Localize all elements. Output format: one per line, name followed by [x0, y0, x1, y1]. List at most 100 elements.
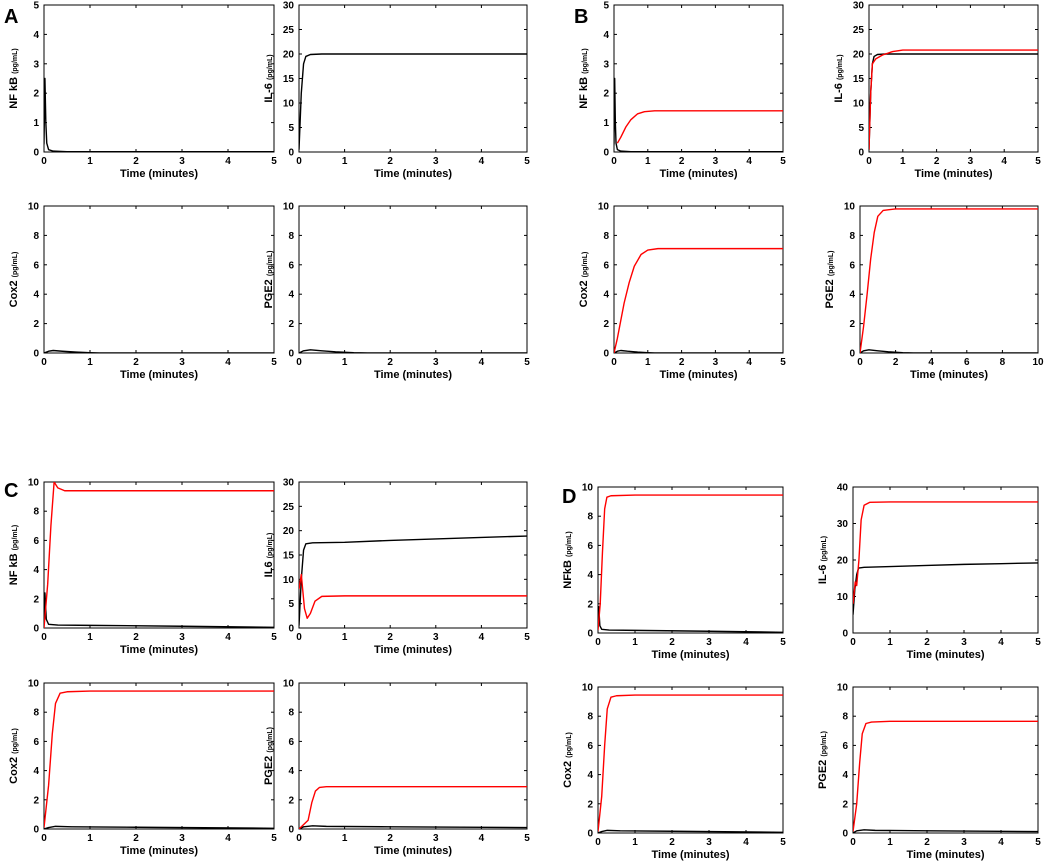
y-axis-label-name: Cox2 — [8, 277, 20, 307]
chart-b4: 0 2 4 6 8 10 0 2 4 6 8 10 Time (minutes) PGE2 (pg/mL) — [824, 202, 1044, 382]
y-tick-label: 3 — [603, 59, 609, 70]
x-tick-label: 2 — [679, 156, 685, 167]
y-tick-label: 4 — [33, 30, 39, 41]
series-line-black — [44, 825, 274, 829]
x-tick-label: 2 — [679, 357, 685, 368]
y-axis-label-unit: (pg/mL) — [821, 731, 828, 757]
chart-a3: 0 1 2 3 4 5 0 2 4 6 8 10 Time (minutes) Cox2 (pg/mL) — [8, 202, 277, 382]
x-tick-label: 4 — [479, 156, 485, 167]
x-tick-label: 3 — [968, 156, 974, 167]
x-tick-label: 1 — [632, 637, 638, 648]
series-line-red — [869, 49, 1038, 150]
x-tick-label: 5 — [271, 833, 277, 844]
y-tick-label: 2 — [849, 319, 855, 330]
y-axis-label-name: Cox2 — [562, 758, 574, 788]
x-tick-label: 5 — [780, 357, 786, 368]
series-line-black — [614, 77, 783, 152]
y-tick-label: 10 — [582, 683, 594, 694]
y-tick-label: 10 — [844, 202, 856, 213]
x-tick-label: 2 — [893, 357, 899, 368]
y-axis-label-unit: (pg/mL) — [267, 54, 274, 80]
y-tick-label: 6 — [587, 541, 593, 552]
y-axis-label-name: Cox2 — [8, 754, 20, 784]
y-axis-label-unit: (pg/mL) — [12, 252, 19, 278]
y-tick-label: 20 — [837, 556, 849, 567]
y-tick-label: 0 — [288, 624, 294, 635]
y-axis-label-unit: (pg/mL) — [582, 252, 589, 278]
x-tick-label: 2 — [669, 837, 675, 848]
y-tick-label: 8 — [587, 712, 593, 723]
chart-c1: 0 1 2 3 4 5 0 2 4 6 8 10 Time (minutes) NF kB (pg/mL) — [8, 478, 277, 657]
y-tick-label: 0 — [587, 629, 593, 640]
y-tick-label: 6 — [849, 260, 855, 271]
y-axis-label-name: Cox2 — [578, 277, 590, 307]
series-line-red — [44, 482, 274, 628]
x-axis-label: Time (minutes) — [374, 369, 452, 381]
y-tick-label: 8 — [33, 507, 39, 518]
x-tick-label: 5 — [524, 357, 530, 368]
x-tick-label: 4 — [479, 632, 485, 643]
y-tick-label: 0 — [842, 629, 848, 640]
series-line-black — [44, 349, 274, 353]
x-tick-label: 5 — [271, 632, 277, 643]
x-axis-label: Time (minutes) — [659, 369, 737, 381]
x-tick-label: 3 — [179, 357, 185, 368]
chart-b2: 0 1 2 3 4 5 0 5 10 15 20 25 30 Time (minutes) IL-6 (pg… — [833, 1, 1041, 181]
x-tick-label: 3 — [706, 637, 712, 648]
x-tick-label: 1 — [87, 833, 93, 844]
x-tick-label: 4 — [746, 357, 752, 368]
y-tick-label: 0 — [288, 148, 294, 159]
x-tick-label: 4 — [998, 837, 1004, 848]
x-tick-label: 1 — [645, 156, 651, 167]
y-tick-label: 10 — [837, 592, 849, 603]
y-tick-label: 0 — [858, 148, 864, 159]
y-tick-label: 10 — [598, 202, 610, 213]
y-axis-label: IL-6 (pg/mL) — [817, 536, 829, 584]
y-axis-label: NF kB (pg/mL) — [8, 48, 20, 109]
series-line-red — [860, 208, 1038, 353]
y-tick-label: 0 — [842, 829, 848, 840]
axes-frame — [43, 205, 275, 354]
x-axis-label: Time (minutes) — [120, 644, 198, 656]
x-tick-label: 4 — [746, 156, 752, 167]
x-tick-label: 2 — [133, 833, 139, 844]
x-axis-label: Time (minutes) — [120, 369, 198, 381]
y-tick-label: 2 — [587, 799, 593, 810]
y-tick-label: 30 — [837, 519, 849, 530]
y-axis-label-unit: (pg/mL) — [566, 732, 573, 758]
series-line-black — [44, 592, 274, 628]
x-axis-label: Time (minutes) — [374, 845, 452, 857]
y-axis-label-name: IL-6 — [817, 562, 829, 585]
axes-frame — [43, 682, 275, 830]
series-line-red — [614, 247, 783, 353]
y-tick-label: 6 — [587, 741, 593, 752]
x-tick-label: 5 — [780, 637, 786, 648]
x-tick-label: 5 — [780, 837, 786, 848]
x-tick-label: 2 — [387, 632, 393, 643]
y-tick-label: 8 — [33, 231, 39, 242]
y-axis-label-unit: (pg/mL) — [828, 250, 835, 276]
axes-frame — [43, 4, 275, 153]
x-tick-label: 4 — [479, 357, 485, 368]
series-line-black — [598, 606, 783, 633]
series-line-red — [44, 690, 274, 828]
y-axis-label-unit: (pg/mL) — [267, 250, 274, 276]
y-tick-label: 2 — [842, 799, 848, 810]
y-axis-label-name: NFkB — [562, 557, 574, 589]
x-tick-label: 1 — [342, 833, 348, 844]
x-tick-label: 5 — [524, 156, 530, 167]
y-tick-label: 40 — [837, 483, 849, 494]
y-axis-label: IL-6 (pg/mL) — [833, 54, 845, 102]
x-axis-label: Time (minutes) — [659, 168, 737, 180]
x-tick-label: 4 — [225, 833, 231, 844]
x-tick-label: 4 — [998, 637, 1004, 648]
y-tick-label: 4 — [603, 30, 609, 41]
y-tick-label: 0 — [288, 349, 294, 360]
y-tick-label: 30 — [283, 1, 295, 12]
y-tick-label: 25 — [283, 502, 295, 513]
x-tick-label: 5 — [1035, 637, 1041, 648]
x-axis-label: Time (minutes) — [906, 849, 984, 861]
y-axis-label-unit: (pg/mL) — [12, 728, 19, 754]
y-tick-label: 10 — [283, 99, 295, 110]
